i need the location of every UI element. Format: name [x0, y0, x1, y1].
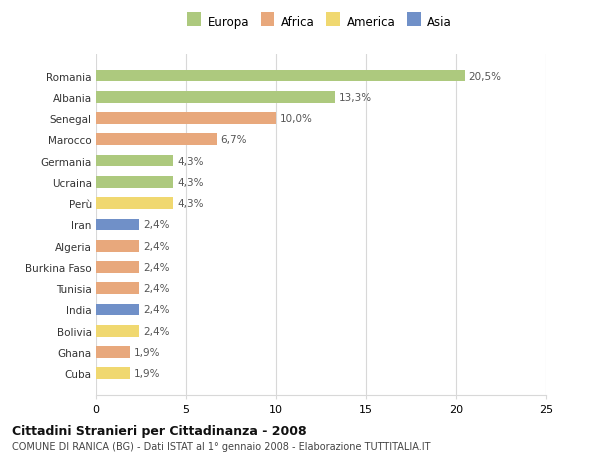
Text: 2,4%: 2,4% — [143, 284, 169, 294]
Bar — [96, 368, 130, 379]
Text: 2,4%: 2,4% — [143, 263, 169, 272]
Text: 4,3%: 4,3% — [177, 199, 203, 209]
Bar — [96, 347, 130, 358]
Bar — [96, 134, 217, 146]
Text: 4,3%: 4,3% — [177, 156, 203, 166]
Text: 10,0%: 10,0% — [280, 114, 313, 124]
Bar — [96, 219, 139, 231]
Bar — [96, 113, 276, 125]
Text: 13,3%: 13,3% — [339, 93, 372, 102]
Text: 1,9%: 1,9% — [134, 347, 160, 357]
Text: 20,5%: 20,5% — [469, 71, 502, 81]
Text: COMUNE DI RANICA (BG) - Dati ISTAT al 1° gennaio 2008 - Elaborazione TUTTITALIA.: COMUNE DI RANICA (BG) - Dati ISTAT al 1°… — [12, 441, 431, 451]
Text: Cittadini Stranieri per Cittadinanza - 2008: Cittadini Stranieri per Cittadinanza - 2… — [12, 424, 307, 437]
Text: 6,7%: 6,7% — [220, 135, 247, 145]
Bar — [96, 241, 139, 252]
Text: 4,3%: 4,3% — [177, 178, 203, 187]
Bar — [96, 304, 139, 316]
Text: 2,4%: 2,4% — [143, 241, 169, 251]
Text: 2,4%: 2,4% — [143, 326, 169, 336]
Legend: Europa, Africa, America, Asia: Europa, Africa, America, Asia — [188, 13, 454, 31]
Text: 1,9%: 1,9% — [134, 369, 160, 379]
Text: 2,4%: 2,4% — [143, 220, 169, 230]
Bar — [96, 156, 173, 167]
Bar — [96, 71, 465, 82]
Bar — [96, 283, 139, 294]
Bar — [96, 262, 139, 273]
Bar — [96, 92, 335, 103]
Bar — [96, 325, 139, 337]
Bar — [96, 198, 173, 209]
Text: 2,4%: 2,4% — [143, 305, 169, 315]
Bar — [96, 177, 173, 188]
